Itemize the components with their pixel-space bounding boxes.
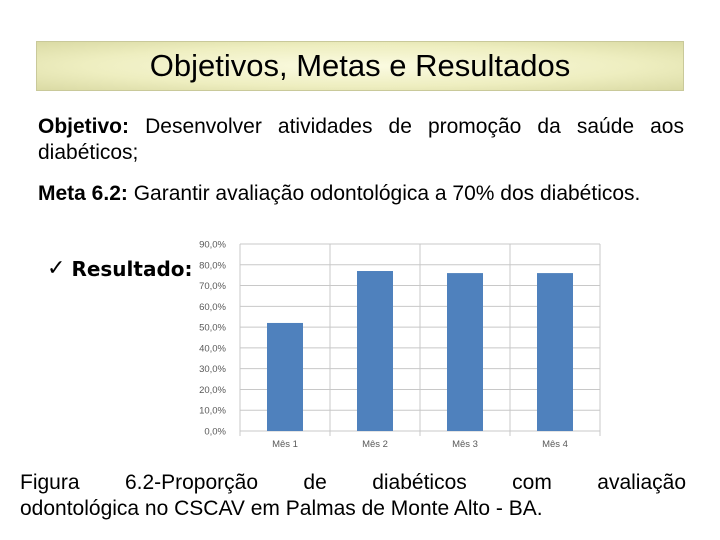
- goal-paragraph: Meta 6.2: Garantir avaliação odontológic…: [38, 181, 684, 207]
- y-tick-label: 30,0%: [199, 364, 226, 375]
- y-tick-label: 50,0%: [199, 323, 226, 334]
- result-item: ✓ Resultado:: [47, 256, 193, 281]
- title-banner: Objetivos, Metas e Resultados: [36, 41, 684, 91]
- y-tick-label: 60,0%: [199, 302, 226, 313]
- chart-y-ticks: 0,0% 10,0% 20,0% 30,0% 40,0% 50,0% 60,0% 70,0% 8…: [199, 240, 226, 438]
- page-title: Objetivos, Metas e Resultados: [149, 48, 571, 83]
- y-tick-label: 20,0%: [199, 385, 226, 396]
- bar: [447, 273, 483, 431]
- objective-text: Desenvolver atividades de promoção da sa…: [38, 115, 684, 164]
- y-tick-label: 80,0%: [199, 260, 226, 271]
- y-tick-label: 70,0%: [199, 281, 226, 292]
- objective-label: Objetivo:: [38, 115, 130, 138]
- goal-text: Garantir avaliação odontológica a 70% do…: [133, 182, 641, 205]
- x-tick-label: Mês 1: [272, 439, 298, 450]
- chart-bars: [267, 271, 573, 431]
- x-tick-label: Mês 2: [362, 439, 388, 450]
- y-tick-label: 10,0%: [199, 406, 226, 417]
- checkmark-icon: ✓: [47, 256, 66, 281]
- figure-caption: Figura 6.2-Proporção de diabéticos com a…: [20, 470, 686, 522]
- bar: [537, 273, 573, 431]
- bar: [267, 322, 303, 431]
- chart-x-ticks: Mês 1 Mês 2 Mês 3 Mês 4: [272, 439, 568, 450]
- bar-chart: 0,0% 10,0% 20,0% 30,0% 40,0% 50,0% 60,0% 70,0% 8…: [199, 240, 601, 450]
- caption-line-1: Figura 6.2-Proporção de diabéticos com a…: [20, 471, 686, 494]
- y-tick-label: 90,0%: [199, 240, 226, 251]
- y-tick-label: 0,0%: [204, 427, 226, 438]
- objective-paragraph: Objetivo: Desenvolver atividades de prom…: [38, 114, 684, 166]
- x-tick-label: Mês 3: [452, 439, 478, 450]
- bar: [357, 271, 393, 431]
- x-tick-label: Mês 4: [542, 439, 568, 450]
- goal-label: Meta 6.2:: [38, 182, 128, 205]
- y-tick-label: 40,0%: [199, 343, 226, 354]
- result-label: Resultado:: [71, 256, 193, 281]
- caption-line-2: odontológica no CSCAV em Palmas de Monte…: [20, 497, 543, 520]
